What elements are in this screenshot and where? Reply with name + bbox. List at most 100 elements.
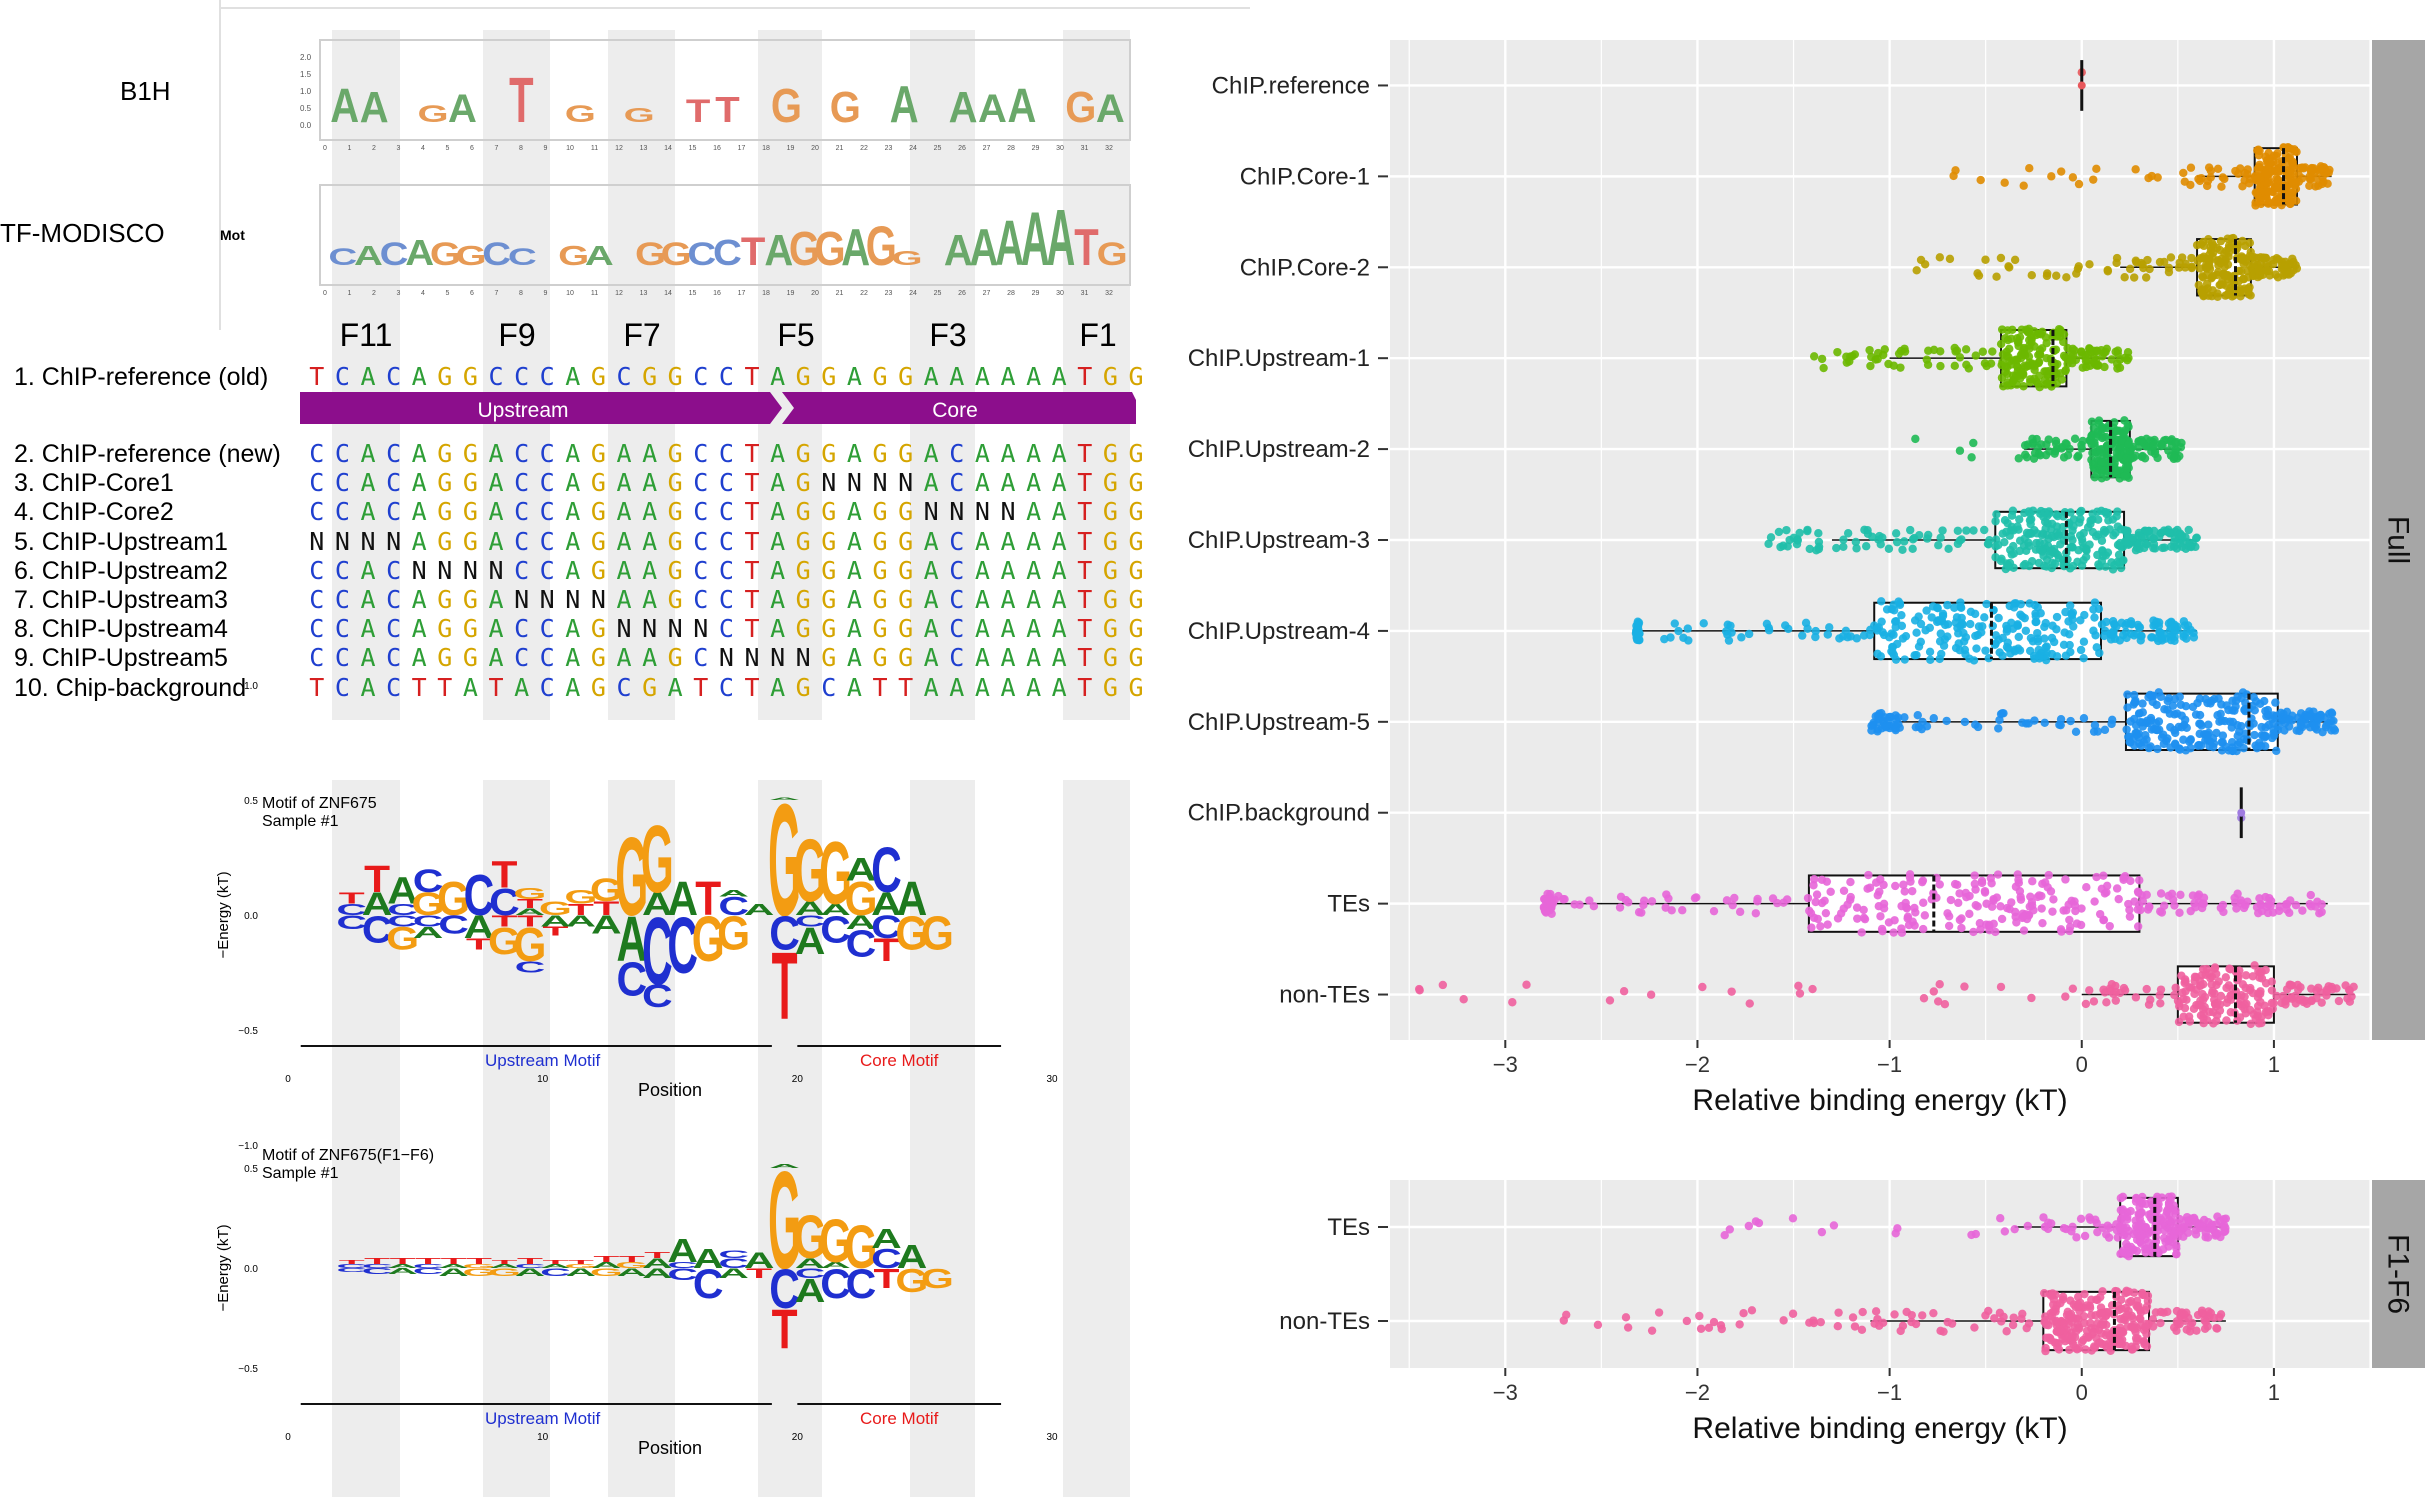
data-point [2130,741,2139,750]
nucleotide: C [514,468,529,497]
data-point [2066,543,2075,552]
b1h-position-tick: 20 [811,145,819,152]
logo-x-label: Position [638,1438,702,1458]
data-point [2060,1325,2069,1334]
data-point [2040,634,2049,643]
data-point [1933,997,1943,1006]
data-point [1992,510,2001,519]
data-point [2238,980,2248,989]
x-axis-label: Relative binding energy (kT) [1692,1412,2067,1445]
nucleotide: G [642,362,657,391]
nucleotide: N [744,643,759,672]
data-point [2264,158,2274,168]
data-point [1916,619,1926,629]
data-point [2090,440,2099,450]
category-label: ChIP.Upstream-1 [1188,345,1370,372]
nucleotide: A [488,468,503,497]
data-point [1935,253,1945,262]
energy-letter: A [489,1263,520,1269]
data-point [1414,984,1424,994]
data-point [2237,722,2246,731]
nucleotide: G [1128,439,1143,468]
data-point [1823,630,1832,639]
data-point [1914,642,1924,651]
nucleotide: G [1128,497,1143,526]
nucleotide: C [693,585,708,614]
data-point [2099,915,2108,925]
data-point [1646,990,1656,999]
nucleotide: C [719,556,734,585]
series-ChIP.background [2237,787,2246,839]
data-point [1684,636,1693,645]
nucleotide: N [540,585,555,614]
data-point [2298,906,2307,915]
data-point [2005,531,2014,540]
data-point [2174,1017,2184,1027]
nucleotide: C [540,527,555,556]
data-point [2279,143,2288,152]
nucleotide: G [898,643,913,672]
finger-shade-top [1063,30,1130,720]
data-point [2142,273,2151,282]
nucleotide: G [1128,585,1143,614]
data-point [1747,1306,1757,1315]
nucleotide: G [1103,497,1118,526]
data-point [1634,635,1644,645]
energy-letter: T [644,1251,670,1260]
logo-subtitle: Sample #1 [262,813,339,830]
data-point [1558,895,1568,904]
energy-letter: C [642,897,673,1004]
energy-letter: C [413,1263,444,1269]
data-point [2159,739,2169,749]
data-point [2032,617,2041,627]
nucleotide: C [335,362,350,391]
data-point [2195,976,2205,986]
nucleotide: C [488,362,503,391]
data-point [1841,626,1851,636]
nucleotide: C [949,439,964,468]
data-point [1727,987,1736,996]
nucleotide: C [386,362,401,391]
data-point [1766,533,1776,542]
energy-letter: C [795,912,826,930]
data-point [2156,1318,2165,1328]
data-point [2028,637,2038,646]
data-point [2205,742,2214,751]
data-point [2182,1212,2192,1222]
nucleotide: A [514,673,529,702]
nucleotide: A [642,468,657,497]
data-point [2192,533,2201,542]
data-point [2041,1343,2050,1353]
data-point [1850,1322,1860,1331]
energy-letter: G [895,1262,928,1300]
data-point [2138,1230,2147,1239]
data-point [1866,625,1875,635]
data-point [2228,743,2237,752]
data-point [1891,529,1901,538]
category-label: ChIP.Upstream-2 [1188,436,1370,463]
energy-letter: C [871,909,902,945]
data-point [2054,530,2064,539]
nucleotide: N [591,585,606,614]
data-point [2199,1019,2208,1028]
data-point [2043,1224,2053,1234]
data-point [2220,1227,2229,1237]
data-point [2000,516,2010,525]
data-point [1969,927,1978,937]
data-point [2091,631,2100,640]
nucleotide: T [1077,527,1092,556]
data-point [1779,541,1788,550]
data-point [1745,999,1754,1008]
energy-letter: T [874,932,900,968]
energy-letter: A [642,886,673,922]
nucleotide: A [770,585,785,614]
nucleotide: G [821,556,836,585]
b1h-position-tick: 2 [372,145,376,152]
data-point [2047,1311,2056,1321]
data-point [2169,542,2179,551]
data-point [2265,893,2274,903]
data-point [2061,365,2070,375]
nucleotide: C [719,497,734,526]
data-point [1896,363,1905,372]
data-point [1623,1323,1633,1332]
